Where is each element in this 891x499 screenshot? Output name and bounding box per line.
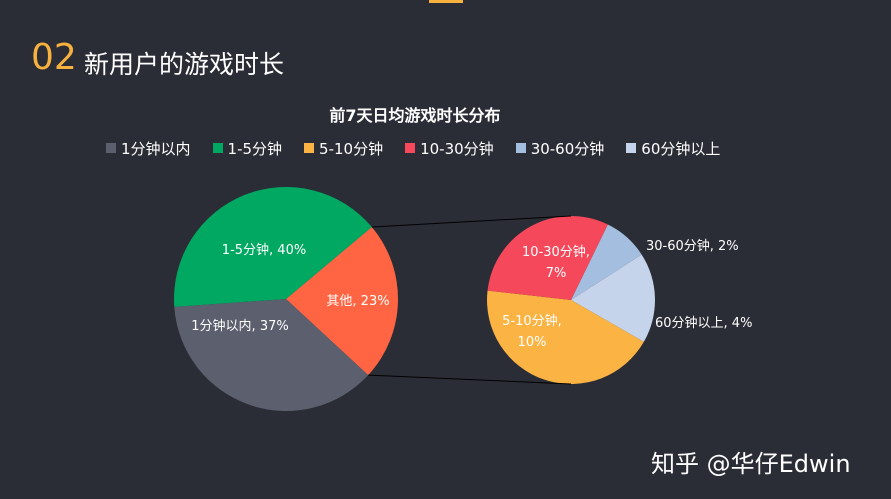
connector-line — [368, 374, 572, 385]
legend-swatch — [626, 143, 637, 153]
primary-slice — [174, 187, 372, 307]
legend-label: 1-5分钟 — [227, 139, 283, 158]
legend-item[interactable]: 1-5分钟 — [212, 138, 283, 159]
legend-item[interactable]: 60分钟以上 — [626, 138, 720, 159]
secondary-slice — [487, 216, 608, 300]
secondary-slice — [571, 254, 655, 342]
data-label: 10% — [518, 335, 547, 350]
legend-swatch — [212, 143, 223, 153]
data-label: 1分钟以内, 37% — [191, 318, 288, 334]
data-label: 60分钟以上, 4% — [655, 315, 752, 331]
legend-swatch — [106, 143, 116, 153]
legend-item[interactable]: 5-10分钟 — [304, 138, 383, 159]
data-label: 1-5分钟, 40% — [222, 242, 306, 258]
chart-legend: 1分钟以内 1-5分钟 5-10分钟 10-30分钟 30-60分钟 60分钟以上 — [106, 137, 742, 159]
section-title: 新用户的游戏时长 — [84, 50, 285, 79]
data-label: 7% — [546, 266, 567, 281]
data-label: 5-10分钟, — [502, 313, 562, 329]
top-accent-bar — [429, 0, 463, 3]
data-label: 其他, 23% — [326, 294, 389, 309]
legend-swatch — [405, 143, 416, 153]
legend-item[interactable]: 10-30分钟 — [405, 138, 494, 159]
legend-swatch — [304, 143, 315, 153]
data-label: 10-30分钟, — [522, 244, 590, 260]
section-number: 02 — [31, 37, 77, 78]
secondary-slice — [571, 224, 642, 300]
connector-line — [371, 215, 572, 228]
legend-label: 30-60分钟 — [530, 139, 605, 158]
watermark: 知乎 @华仔Edwin — [651, 450, 851, 478]
legend-item[interactable]: 30-60分钟 — [515, 138, 605, 159]
primary-slice — [286, 227, 398, 376]
legend-item[interactable]: 1分钟以内 — [106, 138, 191, 159]
chart-title: 前7天日均游戏时长分布 — [329, 106, 501, 125]
data-label: 30-60分钟, 2% — [646, 238, 739, 254]
legend-label: 60分钟以上 — [641, 139, 721, 158]
primary-slice — [174, 299, 369, 411]
legend-label: 5-10分钟 — [319, 139, 384, 158]
secondary-slice — [487, 290, 644, 385]
legend-label: 10-30分钟 — [420, 139, 494, 158]
legend-swatch — [515, 143, 526, 153]
legend-label: 1分钟以内 — [121, 139, 191, 158]
